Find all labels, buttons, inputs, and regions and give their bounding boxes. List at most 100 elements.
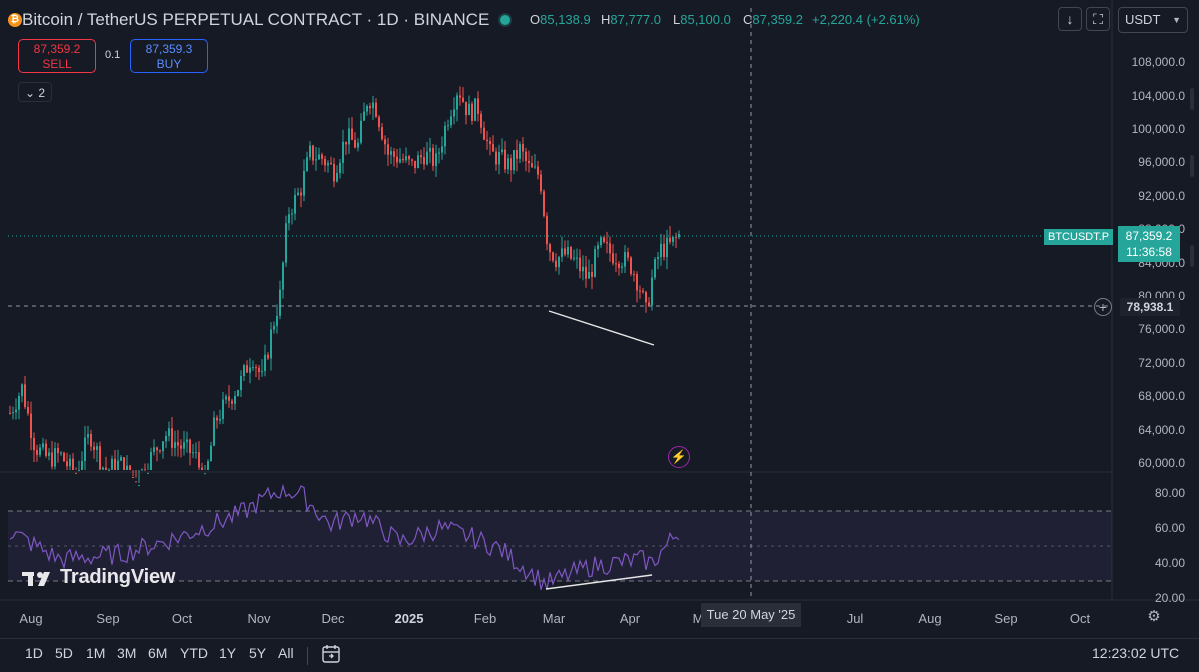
add-alert-plus-icon[interactable]: + xyxy=(1094,298,1112,316)
candle-body xyxy=(288,214,290,224)
gear-icon[interactable]: ⚙ xyxy=(1147,608,1161,625)
candle-body xyxy=(165,435,167,442)
candle-body xyxy=(408,156,410,160)
candle-body xyxy=(225,396,227,400)
candle-body xyxy=(441,146,443,153)
last-price: 87,359.2 xyxy=(1125,229,1173,243)
ohlc-open: O85,138.9 xyxy=(530,12,591,27)
candle-body xyxy=(282,262,284,290)
price-tick: 104,000.0 xyxy=(1131,89,1185,103)
currency-unit-select[interactable]: USDT ▼ xyxy=(1118,7,1188,33)
candle-body xyxy=(372,102,374,109)
sell-button[interactable]: 87,359.2 SELL xyxy=(18,39,96,73)
time-tick: Feb xyxy=(473,611,497,626)
candle-body xyxy=(348,128,350,145)
range-5y-button[interactable]: 5Y xyxy=(249,645,267,661)
range-3m-button[interactable]: 3M xyxy=(117,645,137,661)
candle-body xyxy=(270,329,272,359)
candle-body xyxy=(597,245,599,250)
candle-body xyxy=(63,452,65,462)
candle-body xyxy=(132,477,134,479)
range-all-button[interactable]: All xyxy=(278,645,294,661)
candle-body xyxy=(183,442,185,449)
candle-body xyxy=(324,158,326,166)
buy-button[interactable]: 87,359.3 BUY xyxy=(130,39,208,73)
candle-body xyxy=(321,154,323,159)
candle-body xyxy=(606,242,608,244)
candle-body xyxy=(336,173,338,182)
price-scale-marker xyxy=(1190,155,1194,177)
candle-body xyxy=(24,384,26,408)
candle-body xyxy=(333,163,335,182)
range-1y-button[interactable]: 1Y xyxy=(219,645,237,661)
candle-body xyxy=(180,445,182,449)
candle-body xyxy=(582,266,584,272)
ohlc-close: C87,359.2 xyxy=(743,12,803,27)
range-5d-button[interactable]: 5D xyxy=(55,645,73,661)
rsi-trendline[interactable] xyxy=(545,574,653,590)
rsi-tick: 20.00 xyxy=(1154,591,1185,605)
candle-body xyxy=(465,101,467,116)
price-trendline[interactable] xyxy=(548,310,655,346)
candle-body xyxy=(492,144,494,152)
candle-body xyxy=(264,354,266,372)
utc-clock[interactable]: 12:23:02 UTC xyxy=(1092,645,1180,661)
tradingview-logo-icon xyxy=(22,572,50,586)
candle-body xyxy=(459,95,461,98)
arrow-down-icon[interactable]: ↓ xyxy=(1058,7,1082,31)
candle-body xyxy=(543,191,545,216)
candle-body xyxy=(306,157,308,171)
candle-body xyxy=(303,170,305,196)
price-tick: 64,000.0 xyxy=(1138,423,1185,437)
candle-body xyxy=(207,461,209,470)
range-6m-button[interactable]: 6M xyxy=(148,645,168,661)
time-tick: Dec xyxy=(321,611,345,626)
price-tick: 76,000.0 xyxy=(1138,322,1185,336)
sell-label: SELL xyxy=(42,57,72,71)
candle-body xyxy=(54,448,56,467)
candle-body xyxy=(495,151,497,165)
candle-body xyxy=(540,174,542,192)
candle-body xyxy=(129,465,131,470)
candle-body xyxy=(123,457,125,470)
candle-body xyxy=(327,162,329,166)
range-ytd-button[interactable]: YTD xyxy=(180,645,208,661)
candle-body xyxy=(351,128,353,140)
candle-body xyxy=(447,125,449,127)
candle-body xyxy=(489,141,491,145)
candle-body xyxy=(237,390,239,397)
candle-body xyxy=(396,156,398,163)
candle-body xyxy=(510,158,512,171)
bottom-toolbar xyxy=(0,638,1199,672)
candle-body xyxy=(345,141,347,145)
candle-body xyxy=(519,144,521,159)
candle-body xyxy=(78,470,80,472)
candle-body xyxy=(645,291,647,303)
candle-body xyxy=(21,384,23,397)
lightning-icon[interactable]: ⚡ xyxy=(668,446,690,468)
price-tick: 100,000.0 xyxy=(1131,122,1185,136)
candle-body xyxy=(150,451,152,470)
ohlc-low: L85,100.0 xyxy=(673,12,731,27)
candle-body xyxy=(483,127,485,140)
calendar-goto-icon[interactable] xyxy=(320,643,342,665)
bitcoin-icon: ₿ xyxy=(8,13,22,27)
candle-body xyxy=(438,152,440,154)
candle-body xyxy=(315,159,317,161)
range-1m-button[interactable]: 1M xyxy=(86,645,106,661)
range-1d-button[interactable]: 1D xyxy=(25,645,43,661)
candle-body xyxy=(174,442,176,448)
candle-body xyxy=(486,139,488,142)
fullscreen-icon[interactable]: ⛶ xyxy=(1086,7,1110,31)
symbol-title[interactable]: Bitcoin / TetherUS PERPETUAL CONTRACT · … xyxy=(22,10,490,29)
candle-body xyxy=(666,237,668,258)
candle-body xyxy=(27,407,29,414)
candle-body xyxy=(426,151,428,165)
candle-body xyxy=(339,162,341,174)
candle-body xyxy=(204,473,206,475)
candle-body xyxy=(603,237,605,243)
indicators-toggle[interactable]: ⌄ 2 xyxy=(18,82,52,102)
candle-body xyxy=(444,125,446,147)
candle-body xyxy=(9,412,11,414)
